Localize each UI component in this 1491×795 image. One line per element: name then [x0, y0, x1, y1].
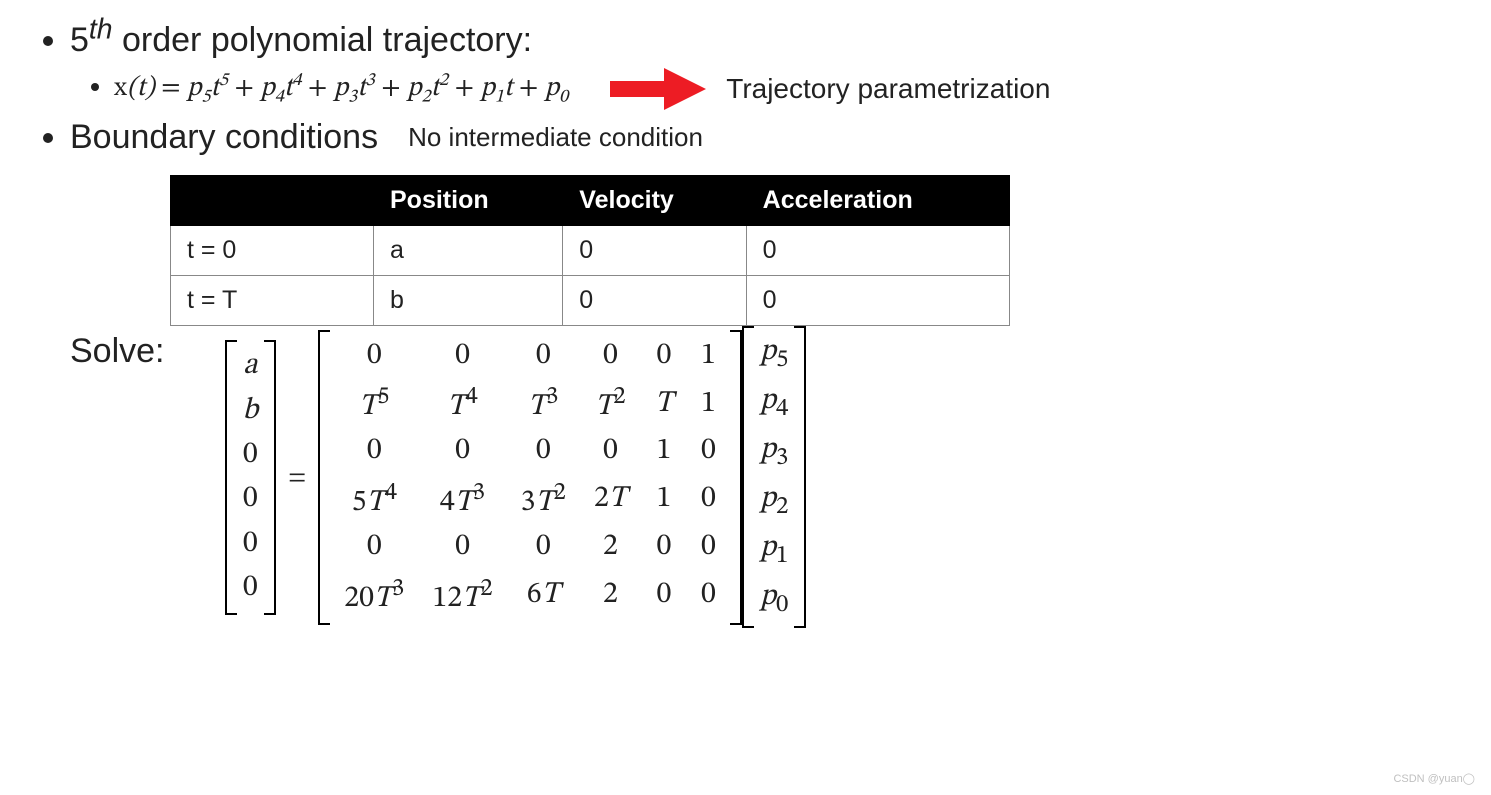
table-header: Position — [374, 176, 563, 226]
boundary-conditions-table: Position Velocity Acceleration t = 0 a 0… — [170, 175, 1010, 326]
table-row: t = 0 a 0 0 — [171, 226, 1010, 276]
b3-title: Solve: — [70, 332, 165, 371]
arrow-icon — [608, 66, 708, 112]
bullet-3: Solve: ab0000 = 000001T5T4T3T2T10000105T… — [70, 332, 1451, 628]
lhs-vector: ab0000 — [225, 340, 277, 614]
b2-side-note: No intermediate condition — [408, 122, 703, 153]
table-header: Velocity — [563, 176, 746, 226]
table-row: t = T b 0 0 — [171, 276, 1010, 326]
arrow-annotation: Trajectory parametrization — [726, 73, 1050, 105]
bullet-2: Boundary conditions No intermediate cond… — [70, 118, 1451, 326]
bullet-1: 5th order polynomial trajectory: x(t) = … — [70, 14, 1451, 112]
table-header — [171, 176, 374, 226]
matrix-equation: ab0000 = 000001T5T4T3T2T10000105T44T33T2… — [225, 326, 807, 628]
watermark: CSDN @yuan◯ — [1393, 772, 1475, 785]
equals-sign: = — [276, 459, 318, 496]
polynomial-formula: x(t) = p5t5 + p4t4 + p3t3 + p2t2 + p1t +… — [114, 70, 568, 109]
b1-title: 5th order polynomial trajectory: — [70, 21, 532, 59]
b1-formula-line: x(t) = p5t5 + p4t4 + p3t3 + p2t2 + p1t +… — [114, 66, 1451, 112]
rhs-vector: p5p4p3p2p1p0 — [742, 326, 807, 628]
table-header: Acceleration — [746, 176, 1009, 226]
b2-title: Boundary conditions — [70, 118, 378, 157]
coeff-matrix: 000001T5T4T3T2T10000105T44T33T22T1000020… — [318, 330, 742, 625]
